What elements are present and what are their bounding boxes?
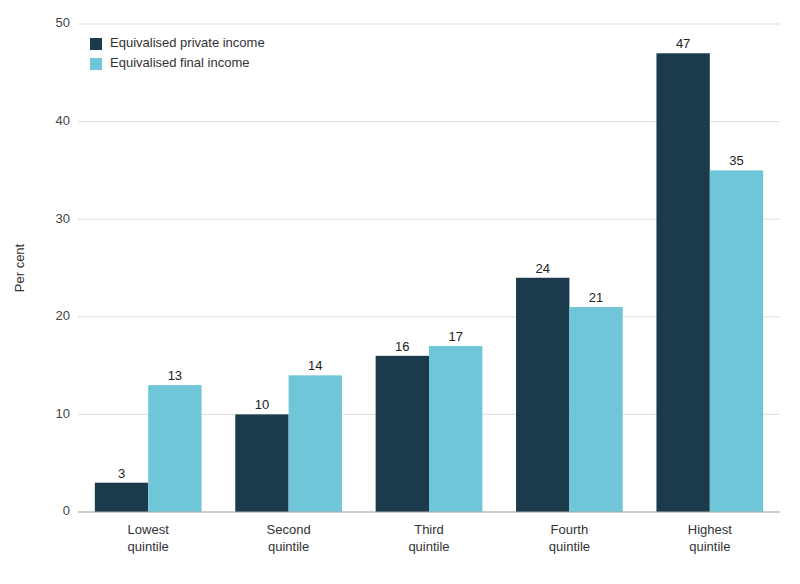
y-tick-label: 40: [56, 113, 70, 128]
x-axis-line: [78, 512, 780, 513]
bar: [516, 278, 569, 512]
legend-label: Equivalised private income: [110, 35, 265, 50]
data-label: 3: [118, 466, 125, 481]
x-tick-label: Fourthquintile: [549, 522, 590, 554]
data-label: 35: [729, 153, 743, 168]
data-label: 13: [168, 368, 182, 383]
data-label: 14: [308, 358, 322, 373]
data-label: 16: [395, 339, 409, 354]
data-label: 10: [255, 397, 269, 412]
legend-swatch: [90, 38, 102, 50]
bars: [95, 53, 763, 512]
y-axis-label: Per cent: [12, 243, 27, 292]
bar: [95, 483, 148, 512]
bar: [710, 170, 763, 512]
grid-line: [78, 24, 780, 25]
y-grid: [78, 24, 780, 512]
x-tick-label: Secondquintile: [267, 522, 311, 554]
bar: [569, 307, 622, 512]
data-labels: 3 10 16 24 47 13 14 17 21 35: [118, 36, 744, 480]
data-label: 17: [448, 329, 462, 344]
legend: Equivalised private income Equivalised fi…: [86, 30, 306, 78]
bar: [289, 375, 342, 512]
x-tick-label: Lowestquintile: [128, 522, 170, 554]
data-label: 21: [589, 290, 603, 305]
data-label: 47: [676, 36, 690, 51]
y-tick-label: 50: [56, 15, 70, 30]
x-tick-label: Highestquintile: [688, 522, 732, 554]
y-tick-label: 10: [56, 406, 70, 421]
data-label: 24: [535, 261, 549, 276]
bar: [656, 53, 709, 512]
y-tick-label: 20: [56, 308, 70, 323]
chart-svg: 0 10 20 30 40 50 Per cent 3 10 16 24 47 13 14 17 21 35 Lo…: [0, 0, 800, 584]
bar: [376, 356, 429, 512]
chart-container: 0 10 20 30 40 50 Per cent 3 10 16 24 47 13 14 17 21 35 Lo…: [0, 0, 800, 584]
x-tick-label: Thirdquintile: [408, 522, 449, 554]
grid-line: [78, 512, 780, 513]
bar: [429, 346, 482, 512]
bar: [235, 414, 288, 512]
y-tick-label: 0: [63, 503, 70, 518]
bar: [148, 385, 201, 512]
legend-label: Equivalised final income: [110, 55, 249, 70]
y-tick-label: 30: [56, 211, 70, 226]
legend-background: [86, 30, 306, 78]
legend-swatch: [90, 58, 102, 70]
